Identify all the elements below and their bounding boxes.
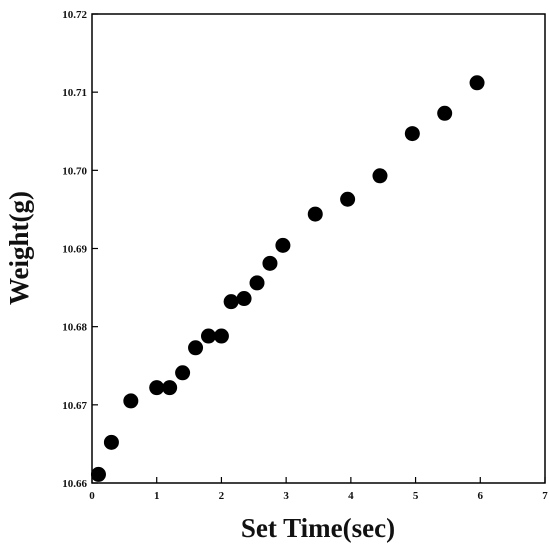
y-tick-label: 10.71 xyxy=(62,87,87,99)
x-tick-label: 6 xyxy=(478,490,484,502)
data-point xyxy=(469,75,485,91)
x-tick-label: 4 xyxy=(348,490,354,502)
x-tick-label: 2 xyxy=(219,490,225,502)
x-axis-ticks: 0 1 2 3 4 5 6 7 xyxy=(89,477,548,502)
x-tick-label: 1 xyxy=(154,490,160,502)
data-point xyxy=(236,291,252,307)
data-point xyxy=(175,365,191,381)
data-point xyxy=(123,393,139,409)
y-axis-title: Weight(g) xyxy=(4,191,34,305)
x-tick-label: 5 xyxy=(413,490,419,502)
data-point xyxy=(90,466,106,482)
data-point xyxy=(275,237,291,253)
data-point xyxy=(149,380,165,396)
data-point xyxy=(437,105,453,121)
x-tick-label: 7 xyxy=(542,490,548,502)
y-tick-label: 10.67 xyxy=(62,400,87,412)
data-point xyxy=(249,275,265,291)
data-point xyxy=(162,380,178,396)
x-tick-label: 3 xyxy=(283,490,289,502)
data-point xyxy=(372,168,388,184)
y-tick-label: 10.72 xyxy=(62,9,87,21)
data-point xyxy=(262,255,278,271)
y-tick-label: 10.68 xyxy=(62,322,87,334)
data-points xyxy=(90,75,485,482)
y-tick-label: 10.70 xyxy=(62,165,87,177)
data-point xyxy=(200,328,216,344)
y-axis-ticks: 10.66 10.67 10.68 10.69 10.70 10.71 10.72 xyxy=(62,9,98,490)
data-point xyxy=(213,328,229,344)
data-point xyxy=(307,206,323,222)
data-point xyxy=(188,340,204,356)
data-point xyxy=(340,191,356,207)
y-tick-label: 10.66 xyxy=(62,478,87,490)
y-tick-label: 10.69 xyxy=(62,244,87,256)
data-point xyxy=(103,434,119,450)
x-axis-title: Set Time(sec) xyxy=(241,513,395,543)
data-point xyxy=(404,126,420,142)
x-tick-label: 0 xyxy=(89,490,95,502)
data-point xyxy=(223,294,239,310)
